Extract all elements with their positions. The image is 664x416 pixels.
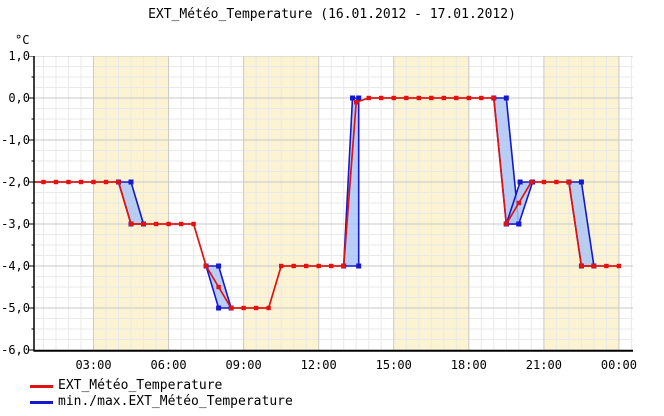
legend-item-temperature: EXT_Météo_Temperature	[30, 378, 293, 394]
x-tick-label: 03:00	[75, 358, 112, 372]
legend-swatch-blue-line	[30, 400, 53, 404]
plot-area	[29, 56, 633, 352]
x-tick-label: 21:00	[525, 358, 562, 372]
legend-swatch-red-line	[30, 384, 53, 388]
x-tick-label: 06:00	[150, 358, 187, 372]
legend-label-minmax: min./max.EXT_Météo_Temperature	[58, 394, 293, 409]
y-tick-label: -4,0	[1, 259, 30, 273]
y-tick-label: -3,0	[1, 217, 30, 231]
y-tick-label: -6,0	[1, 343, 30, 357]
x-tick-label: 09:00	[225, 358, 262, 372]
legend-item-minmax: min./max.EXT_Météo_Temperature	[30, 394, 293, 410]
y-tick-label: 0,0	[8, 91, 30, 105]
x-tick-label: 12:00	[300, 358, 337, 372]
y-tick-label: 1,0	[8, 49, 30, 63]
legend-label-temperature: EXT_Météo_Temperature	[58, 378, 223, 393]
x-tick-label: 00:00	[600, 358, 637, 372]
chart-title: EXT_Météo_Temperature (16.01.2012 - 17.0…	[148, 7, 516, 22]
x-tick-label: 18:00	[450, 358, 487, 372]
y-axis-unit-label: °C	[15, 33, 30, 47]
y-tick-label: -2,0	[1, 175, 30, 189]
legend: EXT_Météo_Temperature min./max.EXT_Météo…	[30, 378, 293, 410]
y-tick-label: -1,0	[1, 133, 30, 147]
x-tick-label: 15:00	[375, 358, 412, 372]
y-tick-label: -5,0	[1, 301, 30, 315]
